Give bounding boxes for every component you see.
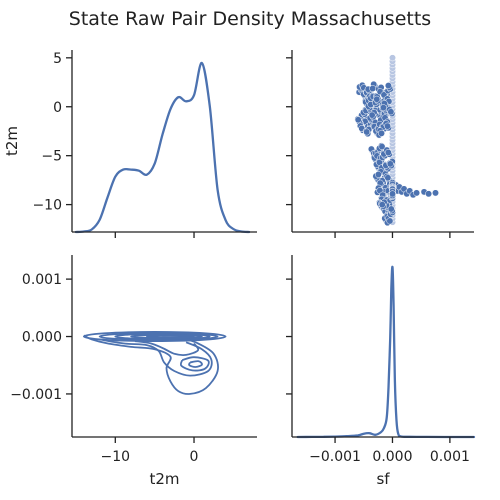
scatter-point xyxy=(384,174,392,182)
tl-ytick-label: 0 xyxy=(53,100,62,116)
br-xtick-label: −0.001 xyxy=(309,449,361,465)
tl-ytick-label: 5 xyxy=(53,51,62,67)
chart-title: State Raw Pair Density Massachusetts xyxy=(69,8,431,30)
x-axis-label-sf: sf xyxy=(376,470,390,488)
x-axis-label-t2m: t2m xyxy=(149,470,179,488)
scatter-point xyxy=(374,171,382,178)
scatter-point xyxy=(384,122,391,130)
scatter-point xyxy=(389,54,396,62)
scatter-point xyxy=(389,190,396,198)
scatter-point xyxy=(378,143,386,151)
scatter-point xyxy=(425,190,433,198)
contour-path-1 xyxy=(99,338,213,377)
kde-line-sf xyxy=(296,265,476,439)
scatter-point xyxy=(379,104,387,112)
tl-ytick-label: −10 xyxy=(32,198,62,214)
bl-ytick-label: 0.000 xyxy=(22,330,62,346)
scatter-point xyxy=(369,85,377,92)
contour-level-5 xyxy=(159,336,190,340)
bl-xtick-label: 0 xyxy=(190,449,199,465)
contour-path-4 xyxy=(188,360,203,368)
scatter-point xyxy=(363,128,371,136)
scatter-point xyxy=(378,201,386,209)
br-xtick-label: 0.001 xyxy=(430,449,470,465)
contour-level-0 xyxy=(82,330,227,342)
y-axis-label-t2m: t2m xyxy=(3,126,21,156)
panel-t2m-kde xyxy=(74,61,251,234)
tl-ytick-label: −5 xyxy=(41,149,62,165)
scatter-point xyxy=(368,111,376,119)
contour-level-2 xyxy=(114,332,211,340)
kde-line-t2m xyxy=(74,61,251,234)
scatter-point xyxy=(384,82,392,90)
scatter-point xyxy=(387,205,395,213)
panel-t2m-vs-sf-contour xyxy=(82,330,227,395)
scatter-point xyxy=(386,217,394,225)
bl-xtick-label: −10 xyxy=(101,449,131,465)
br-xtick-label: 0.000 xyxy=(372,449,412,465)
panel-sf-kde xyxy=(296,265,476,439)
bl-ytick-label: 0.001 xyxy=(22,272,62,288)
scatter-point xyxy=(384,149,392,156)
scatter-point xyxy=(387,108,395,116)
scatter-point xyxy=(354,116,362,124)
scatter-point xyxy=(432,189,439,197)
contour-path-2 xyxy=(134,340,200,357)
scatter-point xyxy=(378,129,385,137)
contour-path-0 xyxy=(83,334,219,395)
contour-path-3 xyxy=(179,356,210,372)
scatter-point xyxy=(413,189,421,197)
axes-layer: 5 0 −5 −10 0.001 0.000 −0.001 −10 0 −0.001 0.000 0.… xyxy=(3,50,474,488)
scatter-point xyxy=(373,95,381,103)
panel-sf-vs-t2m-scatter xyxy=(354,54,439,227)
scatter-point xyxy=(386,160,394,168)
bl-ytick-label: −0.001 xyxy=(10,387,62,403)
